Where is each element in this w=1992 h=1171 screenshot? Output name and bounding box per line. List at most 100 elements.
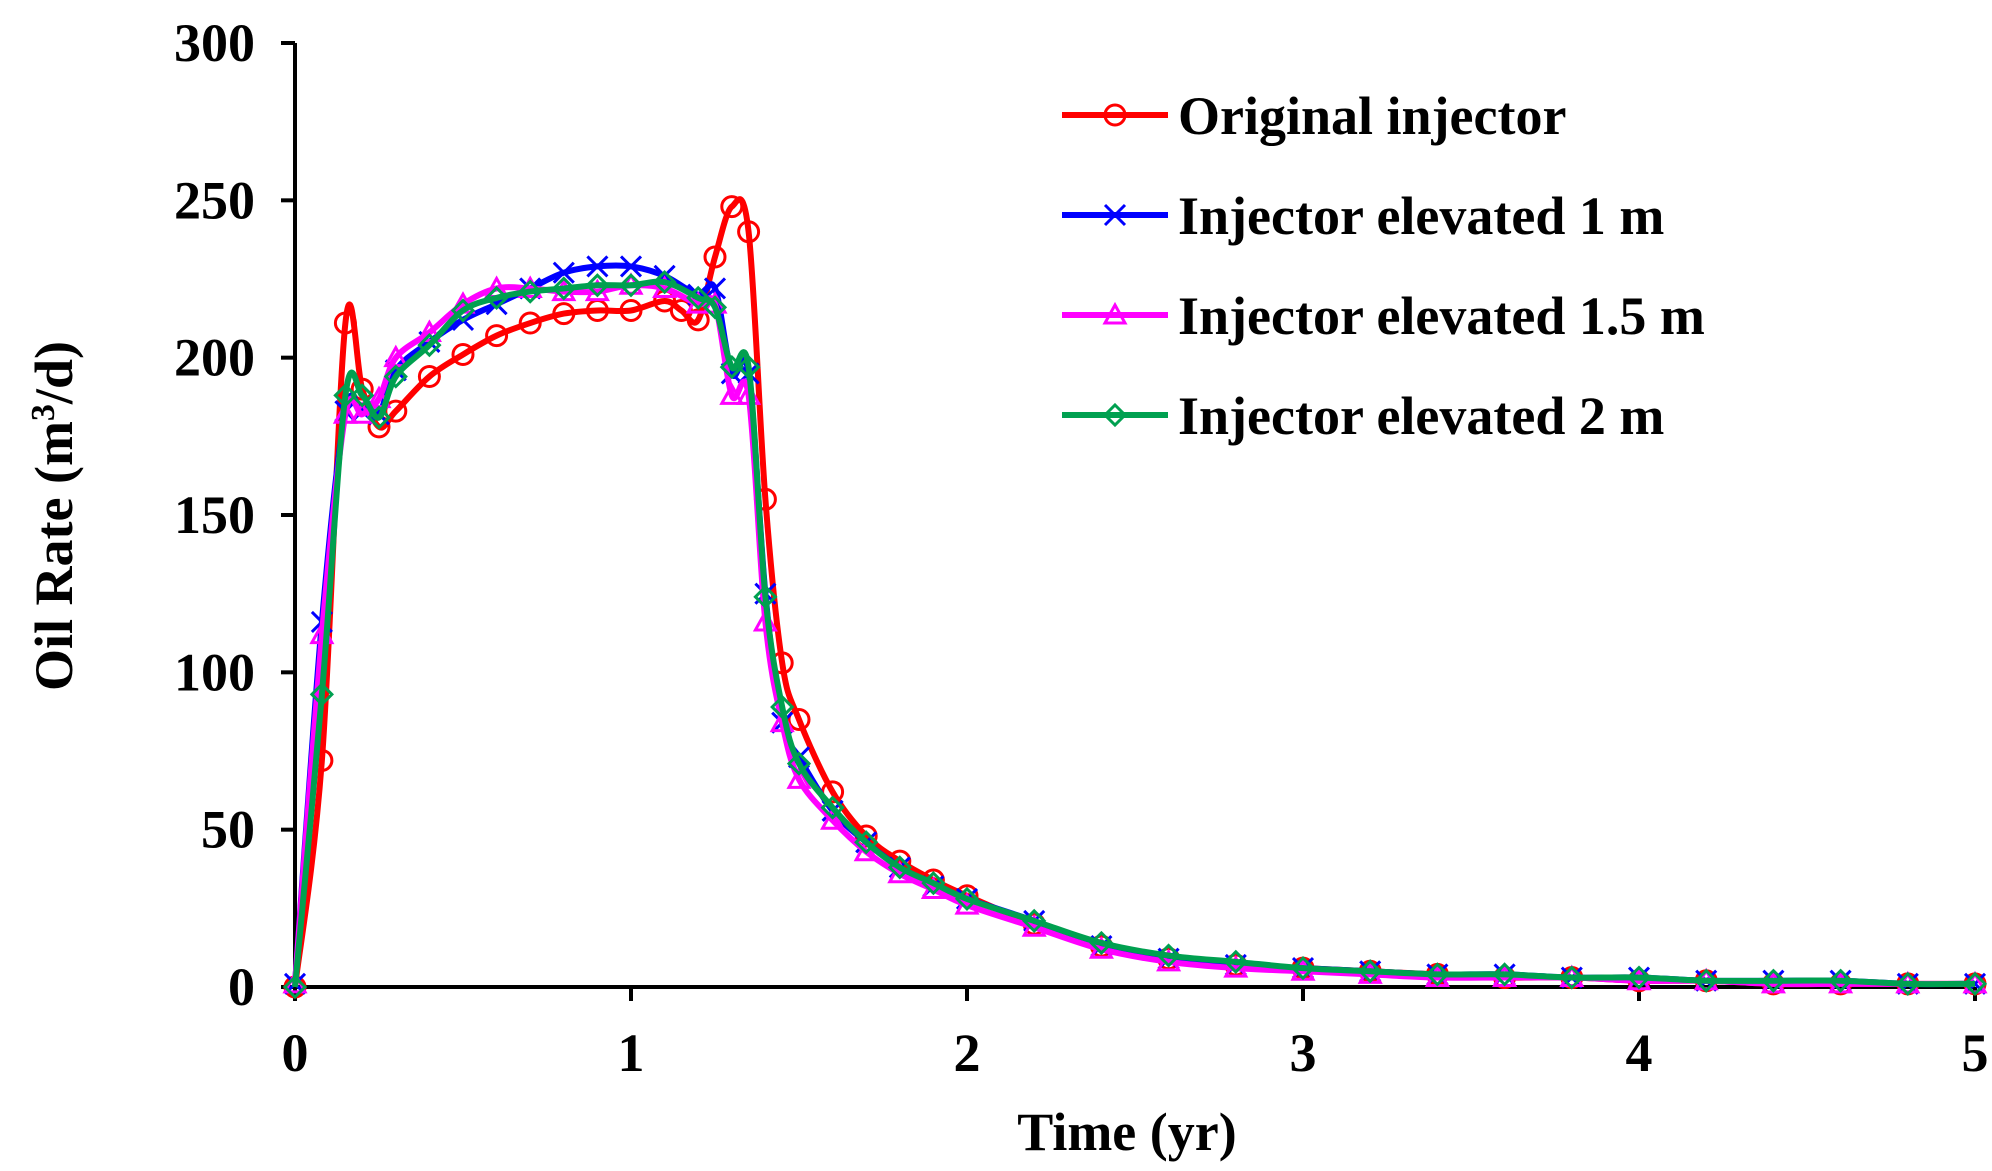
marker-diamond (383, 364, 408, 389)
marker-diamond (1492, 962, 1517, 987)
marker-diamond (1626, 965, 1652, 990)
marker-diamond (333, 383, 358, 408)
marker-triangle (786, 766, 812, 789)
marker-diamond (820, 795, 845, 820)
axes: 0 50 100 150 200 250 300 0 1 2 3 4 5 (174, 13, 1989, 1083)
marker-triangle (853, 838, 879, 862)
marker-diamond (1089, 930, 1114, 956)
marker-triangle (1102, 301, 1128, 325)
series-3 (282, 272, 1988, 994)
legend-label: Injector elevated 2 m (1178, 386, 1664, 446)
marker-x (552, 261, 575, 284)
marker-circle (451, 343, 475, 367)
marker-x (1103, 203, 1127, 227)
marker-diamond (954, 886, 980, 912)
marker-diamond (1102, 402, 1128, 428)
y-tick-label: 100 (174, 642, 255, 702)
marker-diamond (719, 354, 744, 380)
marker-diamond (1223, 949, 1248, 974)
legend-item: Injector elevated 1.5 m (1062, 286, 1705, 346)
x-tick-label: 5 (1962, 1023, 1989, 1083)
marker-diamond (618, 273, 644, 298)
marker-circle (333, 311, 357, 335)
marker-diamond (921, 871, 946, 896)
marker-diamond (551, 276, 576, 301)
marker-triangle (416, 319, 442, 342)
marker-circle (737, 220, 761, 244)
marker-x (619, 255, 643, 278)
legend: Original injector Injector elevated 1 m In… (1062, 86, 1705, 446)
y-axis-title-main: Oil Rate (m (24, 421, 84, 691)
legend-item: Injector elevated 1 m (1062, 186, 1664, 246)
marker-diamond (1156, 943, 1181, 968)
series-line (292, 262, 1976, 988)
marker-diamond (1895, 971, 1920, 996)
marker-diamond (786, 751, 812, 776)
marker-circle (720, 195, 744, 219)
marker-triangle (349, 401, 375, 424)
marker-x (703, 277, 727, 300)
marker-diamond (770, 694, 795, 720)
marker-diamond (484, 285, 509, 311)
marker-diamond (417, 332, 442, 358)
marker-diamond (702, 295, 728, 320)
y-tick-label: 0 (228, 957, 255, 1017)
series-layer (282, 195, 1988, 1000)
legend-label: Injector elevated 1.5 m (1178, 286, 1705, 346)
x-tick-label: 2 (954, 1023, 981, 1083)
marker-diamond (736, 354, 761, 380)
marker-x (586, 255, 609, 278)
marker-diamond (309, 682, 335, 707)
marker-diamond (1962, 971, 1988, 996)
x-tick-label: 0 (282, 1023, 309, 1083)
legend-item: Original injector (1062, 86, 1566, 146)
marker-diamond (1022, 908, 1047, 934)
marker-circle (1103, 103, 1127, 127)
marker-diamond (1290, 955, 1316, 981)
y-axis-title: Oil Rate (m3/d) (24, 341, 84, 691)
marker-circle (417, 365, 441, 389)
series-4 (282, 270, 1988, 1000)
marker-diamond (585, 273, 610, 298)
series-line (292, 282, 1975, 988)
y-tick-label: 200 (174, 328, 255, 388)
marker-diamond (350, 383, 375, 408)
marker-diamond (652, 270, 677, 295)
y-axis-title-sup: 3 (25, 404, 62, 421)
y-tick-label: 300 (174, 13, 255, 73)
series-line (292, 278, 1976, 988)
marker-diamond (1761, 968, 1786, 993)
marker-diamond (887, 855, 912, 880)
marker-diamond (282, 974, 308, 1000)
marker-diamond (686, 285, 711, 311)
marker-triangle (719, 382, 745, 405)
legend-label: Injector elevated 1 m (1178, 186, 1664, 246)
marker-triangle (820, 807, 846, 830)
x-tick-label: 3 (1290, 1023, 1317, 1083)
y-tick-label: 50 (201, 800, 255, 860)
series-2 (283, 255, 1987, 995)
marker-diamond (1358, 959, 1383, 984)
marker-diamond (1694, 968, 1719, 993)
marker-circle (485, 324, 509, 348)
y-tick-label: 150 (174, 485, 255, 545)
x-tick-label: 1 (618, 1023, 645, 1083)
x-axis-title: Time (yr) (1017, 1102, 1236, 1162)
marker-diamond (1828, 968, 1853, 993)
marker-circle (787, 708, 811, 732)
marker-circle (669, 298, 693, 322)
marker-diamond (450, 298, 476, 323)
marker-circle (518, 311, 542, 335)
marker-diamond (518, 279, 543, 304)
marker-diamond (854, 830, 879, 855)
y-tick-label: 250 (174, 170, 255, 230)
legend-label: Original injector (1178, 86, 1566, 146)
x-tick-label: 4 (1626, 1023, 1653, 1083)
marker-diamond (753, 584, 778, 609)
y-axis-title-tail: /d) (24, 341, 84, 405)
marker-circle (552, 302, 576, 326)
marker-diamond (1425, 962, 1450, 987)
legend-item: Injector elevated 2 m (1062, 386, 1664, 446)
marker-diamond (1559, 965, 1584, 990)
